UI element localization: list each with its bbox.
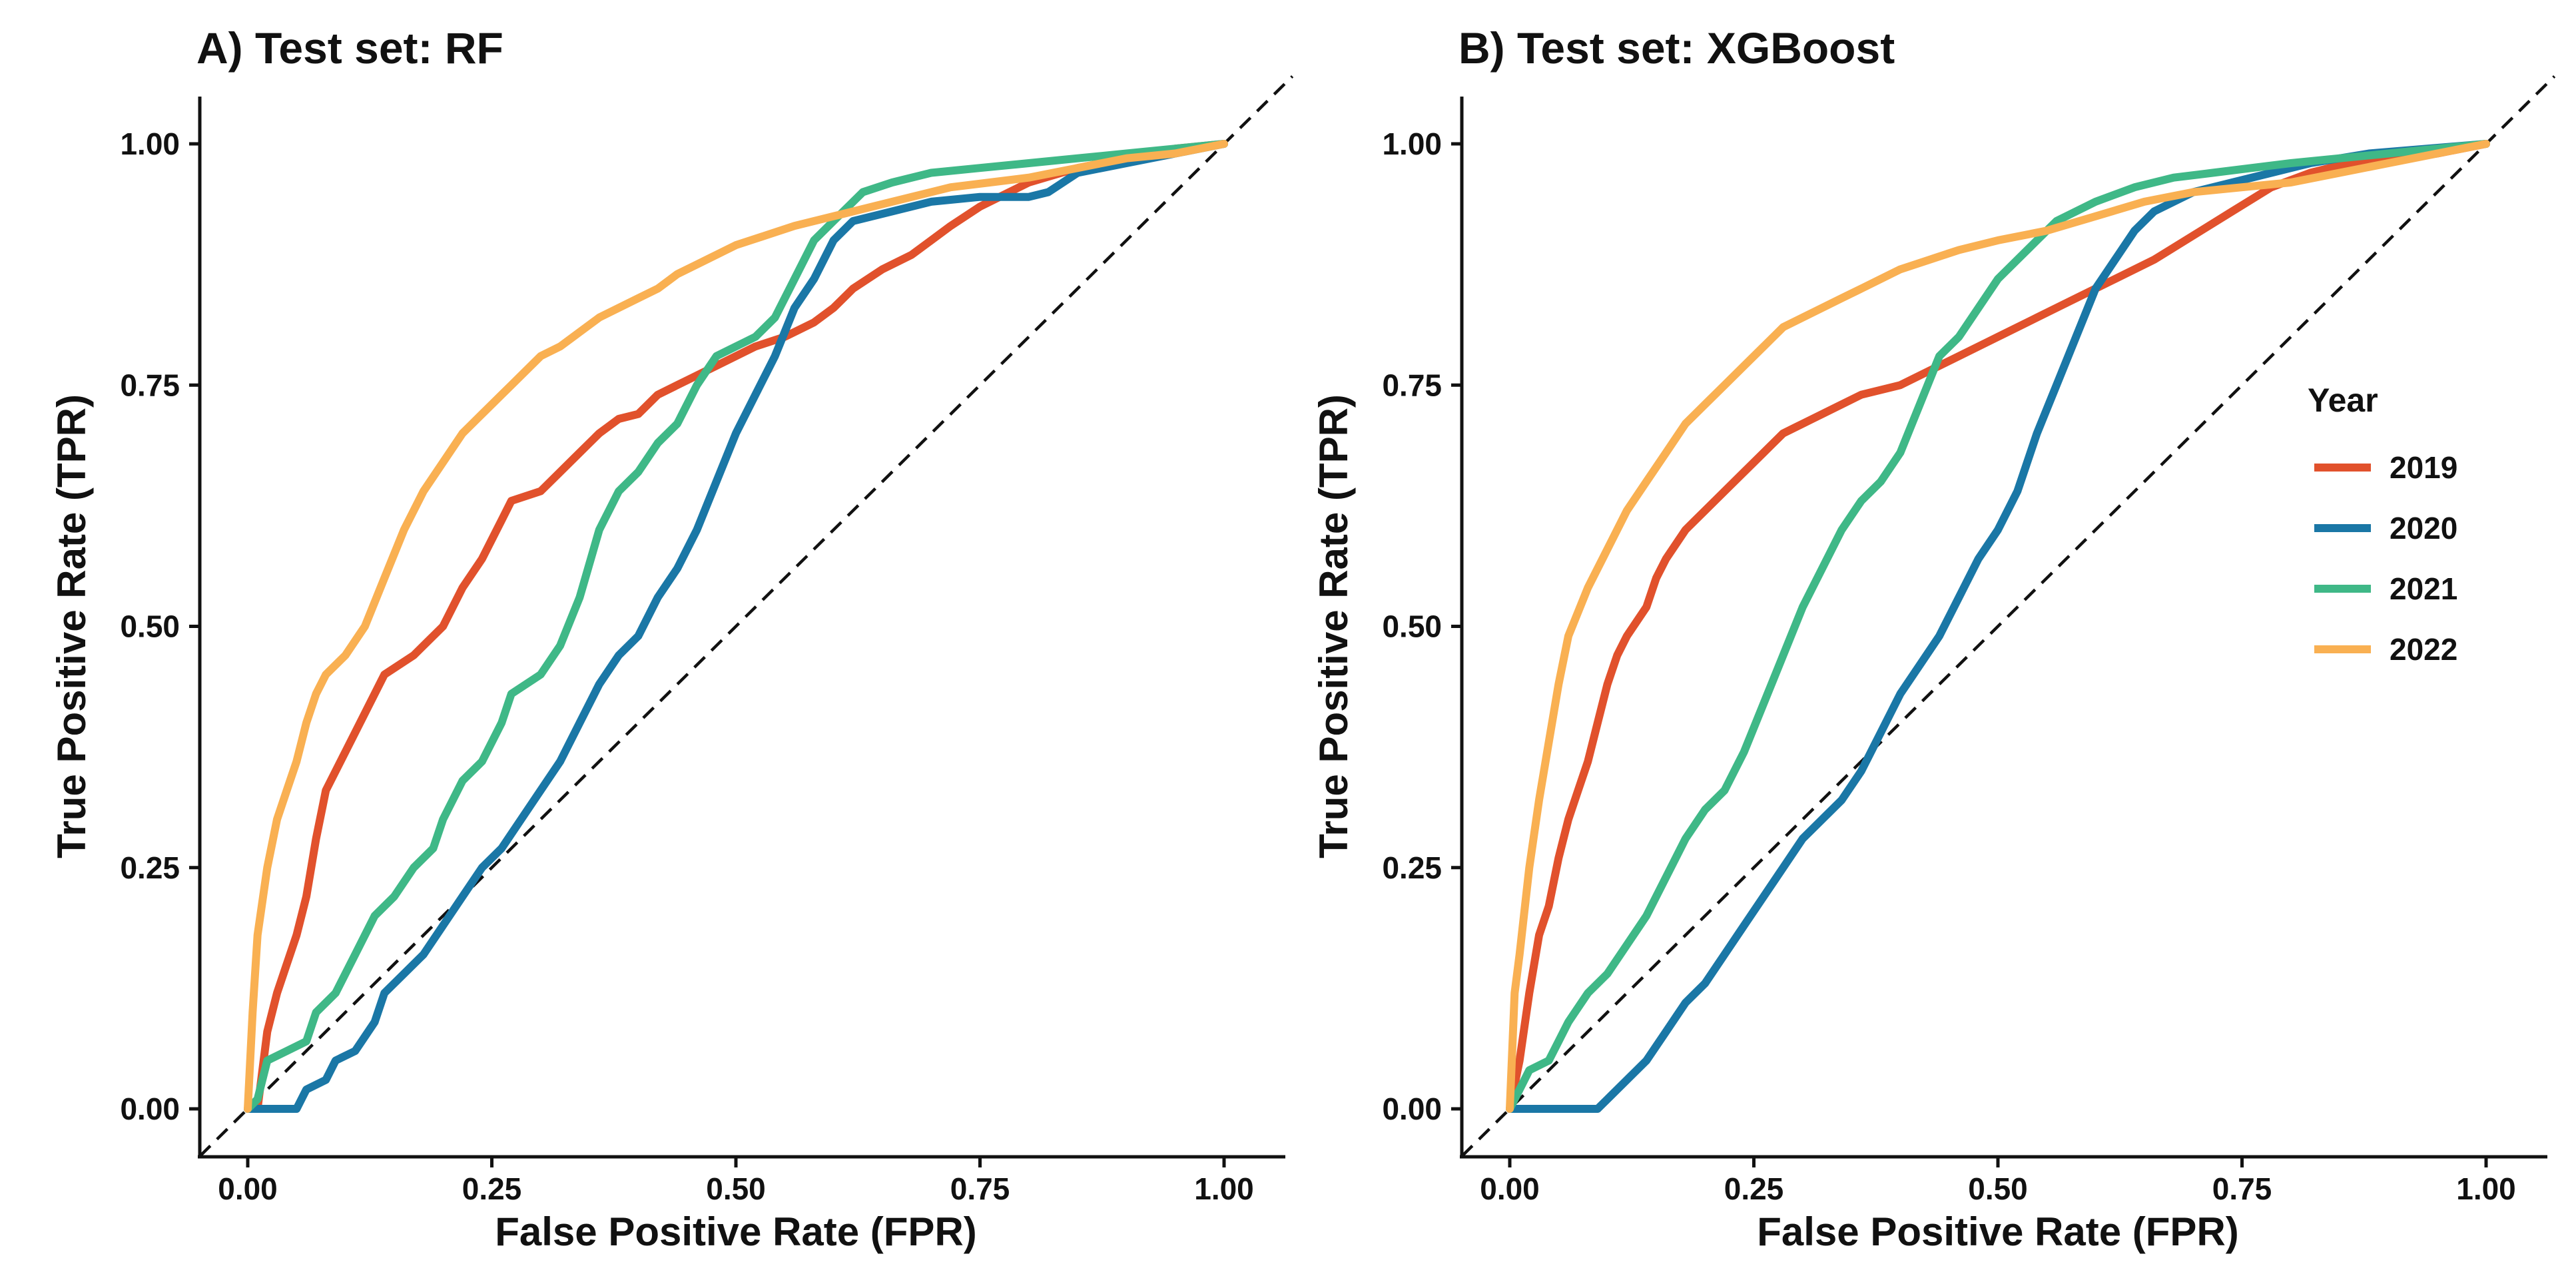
panel-a-x-tick-label: 0.00 (218, 1171, 278, 1206)
panel-a-x-tick-label: 0.75 (950, 1171, 1010, 1206)
panel-a-roc-curve-2019 (244, 140, 1228, 1113)
panel-a-y-tick-label: 0.75 (120, 368, 180, 402)
panel-a-y-tick-label: 0.50 (120, 609, 180, 644)
panel-a-y-axis-title: True Positive Rate (TPR) (49, 394, 94, 858)
panel-b-y-axis-title: True Positive Rate (TPR) (1311, 394, 1356, 858)
panel-b: B) Test set: XGBoost 0.00 0.25 0.50 0.75 1.0… (1311, 23, 2556, 1254)
panel-a-title: A) Test set: RF (196, 23, 503, 73)
panel-a-x-tick-label: 0.25 (462, 1171, 522, 1206)
panel-a-y-tick-label: 0.00 (120, 1092, 180, 1126)
legend-label-2020: 2020 (2390, 511, 2457, 545)
legend-label-2019: 2019 (2390, 450, 2457, 485)
panel-b-x-tick-label: 0.25 (1724, 1171, 1784, 1206)
panel-a-series (244, 140, 1228, 1113)
panel-b-roc-curve-2019 (1506, 140, 2490, 1113)
panel-a-y-tick-label: 0.25 (120, 850, 180, 885)
panel-b-x-tick-label: 0.50 (1968, 1171, 2028, 1206)
panel-a-roc-curve-2021 (244, 140, 1228, 1113)
panel-b-roc-curve-2021 (1506, 140, 2490, 1113)
panel-a-roc-curve-2020 (244, 140, 1228, 1113)
panel-a-roc-curve-2022 (244, 140, 1228, 1113)
panel-a-x-tick-label: 1.00 (1194, 1171, 1254, 1206)
legend-label-2022: 2022 (2390, 632, 2457, 667)
panel-b-y-tick-label: 0.50 (1382, 609, 1442, 644)
panel-b-x-tick-label: 0.75 (2212, 1171, 2272, 1206)
panel-b-y-tick-label: 1.00 (1382, 127, 1442, 161)
panel-b-reference-diagonal (1460, 75, 2556, 1157)
panel-a-reference-diagonal (198, 75, 1294, 1157)
panel-b-ticks: 0.00 0.25 0.50 0.75 1.00 0.00 0.25 0.50 0.75 1.00 (1382, 127, 2515, 1206)
panel-a-x-tick-label: 0.50 (706, 1171, 766, 1206)
panel-b-roc-curve-2020 (1506, 140, 2490, 1113)
panel-a: A) Test set: RF 0.00 0.25 0.50 0.75 1.000.00… (49, 23, 1294, 1254)
panel-b-y-tick-label: 0.75 (1382, 368, 1442, 402)
panel-b-y-tick-label: 0.25 (1382, 850, 1442, 885)
panel-b-y-tick-label: 0.00 (1382, 1092, 1442, 1126)
panel-b-series (1506, 140, 2490, 1113)
panel-b-roc-curve-2022 (1506, 140, 2490, 1113)
panel-a-y-tick-label: 1.00 (120, 127, 180, 161)
legend: Year 2019 2020 2021 2022 (2308, 382, 2457, 667)
panel-b-x-tick-label: 0.00 (1480, 1171, 1540, 1206)
panel-b-x-tick-label: 1.00 (2456, 1171, 2516, 1206)
panel-a-ticks: 0.00 0.25 0.50 0.75 1.00 0.00 0.25 0.50 0.75 1.00 (120, 127, 1253, 1206)
legend-label-2021: 2021 (2390, 571, 2457, 606)
legend-title: Year (2308, 382, 2378, 419)
panel-b-title: B) Test set: XGBoost (1458, 23, 1895, 73)
panel-a-x-axis-title: False Positive Rate (FPR) (495, 1209, 977, 1254)
panel-b-x-axis-title: False Positive Rate (FPR) (1757, 1209, 2239, 1254)
